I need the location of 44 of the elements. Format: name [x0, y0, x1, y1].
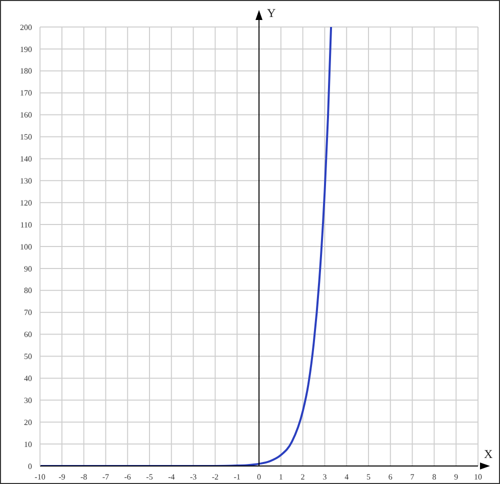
y-tick-label: 130 [20, 176, 32, 186]
y-tick-label: 120 [20, 198, 32, 208]
x-tick-label: 0 [257, 472, 261, 482]
y-tick-label: 110 [20, 220, 32, 230]
x-tick-label: -2 [212, 472, 219, 482]
x-tick-label: -8 [80, 472, 88, 482]
x-tick-label: -6 [124, 472, 131, 482]
x-tick-label: -4 [168, 472, 175, 482]
x-tick-label: 3 [322, 472, 327, 482]
x-axis-title: X [484, 447, 493, 461]
x-tick-label: 6 [388, 472, 392, 482]
y-tick-label: 60 [24, 330, 32, 340]
y-tick-label: 200 [20, 22, 32, 32]
y-tick-label: 40 [24, 374, 32, 384]
x-tick-label: -7 [102, 472, 110, 482]
x-tick-label: 5 [366, 472, 370, 482]
y-tick-label: 90 [24, 264, 32, 274]
y-tick-label: 0 [28, 462, 32, 471]
y-tick-label: 30 [24, 396, 32, 405]
y-tick-label: 190 [20, 44, 32, 54]
x-tick-label: -9 [58, 472, 66, 482]
x-tick-label: 4 [344, 472, 349, 482]
y-tick-label: 10 [24, 440, 32, 449]
y-tick-label: 80 [24, 286, 32, 296]
x-tick-label: 1 [278, 472, 283, 482]
x-tick-label: 2 [300, 472, 305, 482]
y-tick-label: 20 [24, 418, 32, 427]
x-tick-label: -5 [146, 472, 153, 482]
x-tick-label: 8 [432, 472, 436, 482]
y-axis-title: Y [267, 6, 276, 20]
y-tick-label: 160 [20, 110, 32, 120]
x-tick-label: 9 [454, 472, 458, 482]
y-tick-label: 50 [24, 352, 32, 362]
y-tick-label: 150 [20, 132, 32, 142]
x-tick-label: 7 [410, 472, 414, 482]
y-tick-label: 70 [24, 308, 32, 318]
x-tick-label: 10 [474, 472, 482, 482]
y-tick-label: 100 [20, 242, 32, 252]
x-tick-label: -10 [34, 472, 46, 482]
x-tick-label: -3 [190, 472, 197, 482]
y-tick-label: 140 [20, 154, 32, 164]
y-tick-label: 170 [20, 88, 32, 98]
x-tick-label: -1 [234, 472, 240, 482]
y-tick-label: 180 [20, 66, 32, 76]
